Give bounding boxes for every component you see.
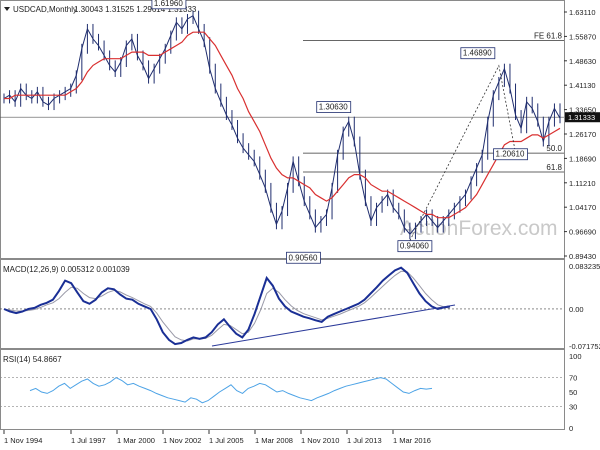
price-y-tick-label: 1.41130	[569, 81, 596, 90]
macd-y-tick-label: 0.083235	[569, 262, 600, 271]
annotation-label: 1.61960	[154, 0, 183, 8]
annotation-box	[151, 0, 187, 10]
x-tick-label: 1 Nov 1994	[4, 436, 42, 445]
annotation-box	[460, 47, 496, 60]
rsi-y-tick-label: 50	[569, 388, 577, 397]
rsi-y-tick-label: 100	[569, 352, 582, 361]
price-y-tick-label: 1.04170	[569, 203, 596, 212]
x-tick-label: 1 Mar 2008	[255, 436, 293, 445]
level-label-1: 50.0	[546, 144, 562, 153]
x-tick-label: 1 Jul 2013	[347, 436, 382, 445]
last-price-tag	[565, 112, 600, 123]
x-tick-label: 1 Jul 1997	[71, 436, 106, 445]
rsi-plot	[0, 377, 564, 407]
x-tick-label: 1 Nov 2010	[301, 436, 339, 445]
macd-line	[3, 266, 451, 346]
watermark: ActionForex.com	[400, 217, 558, 240]
projection-dashed-line	[409, 64, 516, 241]
symbol-label: USDCAD,Monthly	[13, 5, 77, 14]
x-tick-label: 1 Mar 2000	[117, 436, 155, 445]
ohlc-values: 1.30043 1.31525 1.29614 1.31333	[74, 5, 197, 14]
axes: 1.63110 1.55870 1.48630 1.41130 1.33650 1.261…	[3, 8, 600, 445]
macd-trendline	[211, 304, 456, 347]
rsi-y-tick-label: 0	[569, 424, 573, 433]
annotation-label: 1.46890	[463, 49, 492, 58]
rsi-line	[29, 377, 433, 404]
price-series-line	[3, 14, 561, 235]
annotation-label: 0.94060	[400, 242, 429, 251]
price-y-tick-label: 1.26170	[569, 130, 596, 139]
price-y-tick-label: 0.89430	[569, 252, 596, 261]
macd-y-tick-label: -0.071752	[569, 342, 600, 351]
macd-signal-line	[3, 270, 451, 342]
x-tick-label: 1 Mar 2016	[393, 436, 431, 445]
chart-header: USDCAD,Monthly 1.30043 1.31525 1.29614 1…	[4, 5, 197, 14]
x-tick-label: 1 Jul 2005	[209, 436, 244, 445]
price-panel-border	[0, 0, 565, 259]
annotation-box	[397, 240, 433, 253]
annotation-label: 0.90560	[288, 253, 317, 262]
price-y-tick-label: 1.48630	[569, 57, 596, 66]
macd-plot	[0, 266, 564, 347]
macd-panel-border	[0, 259, 565, 349]
annotation-label: 1.30630	[319, 103, 348, 112]
level-label-0: FE 61.8	[534, 32, 563, 41]
moving-average-line	[4, 31, 561, 219]
dropdown-triangle-icon[interactable]	[4, 7, 10, 11]
rsi-label: RSI(14) 54.8667	[3, 355, 62, 364]
price-y-tick-label: 1.55870	[569, 32, 596, 41]
level-label-2: 61.8	[546, 163, 562, 172]
price-y-tick-label: 1.33650	[569, 106, 596, 115]
annotation-box	[316, 101, 352, 113]
price-y-tick-label: 1.18690	[569, 154, 596, 163]
price-y-tick-label: 0.96690	[569, 228, 596, 237]
price-y-tick-label: 1.11210	[569, 179, 596, 188]
annotation-label: 1.20610	[496, 150, 525, 159]
price-plot: FE 61.8 50.0 61.8 1.61960 1.30630 0.90560 0.94…	[0, 0, 564, 264]
last-price-tag-label: 1.31333	[568, 113, 595, 122]
price-y-tick-label: 1.63110	[569, 8, 596, 17]
rsi-panel-border	[0, 349, 565, 430]
annotation-box	[286, 251, 321, 264]
annotation-box	[493, 148, 528, 161]
macd-label: MACD(12,26,9) 0.005312 0.001039	[3, 265, 130, 274]
rsi-y-tick-label: 30	[569, 402, 577, 411]
rsi-y-tick-label: 70	[569, 374, 577, 383]
macd-y-tick-label: 0.00	[569, 305, 584, 314]
x-tick-label: 1 Nov 2002	[163, 436, 201, 445]
